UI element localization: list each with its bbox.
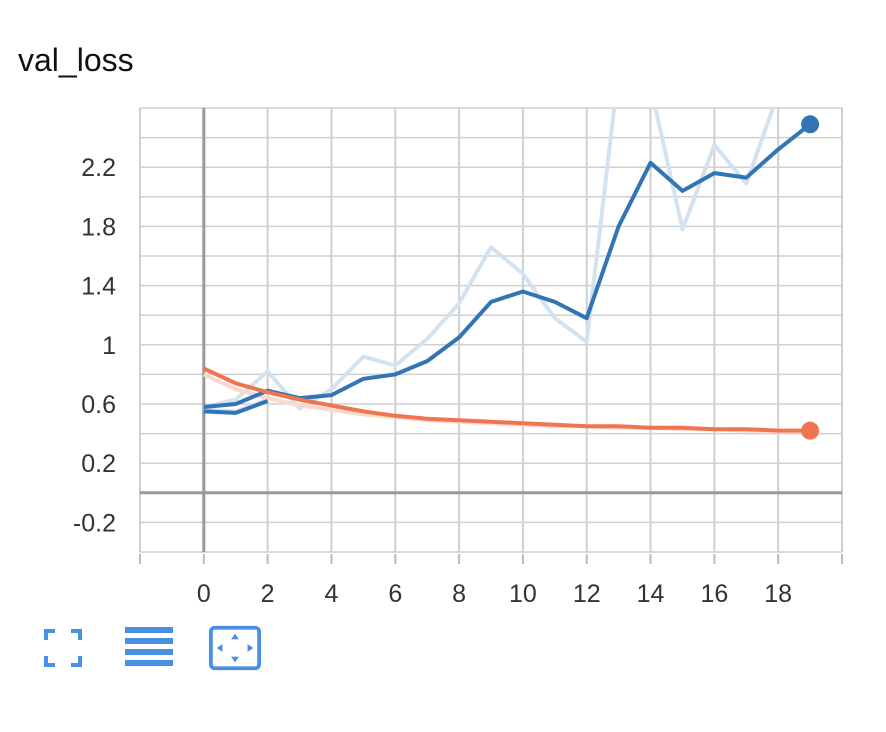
x-tick-label: 16 <box>700 580 728 608</box>
x-tick-label: 0 <box>197 580 211 608</box>
series-1-smoothed-line <box>203 399 269 415</box>
x-tick-label: 10 <box>509 580 537 608</box>
x-tick-label: 6 <box>388 580 402 608</box>
series-2-smoothed-line <box>202 366 811 433</box>
tick-labels: 0 2 4 6 8 10 12 14 16 18 -0.2 0.2 0.6 1 1.4 1.8 2.2 <box>73 154 792 608</box>
chart-title: val_loss <box>18 42 134 78</box>
axes <box>139 108 843 564</box>
expand-icon <box>44 629 82 667</box>
fit-domain-icon <box>208 625 262 671</box>
series-0-smoothed-line <box>203 122 812 409</box>
y-tick-label: 1.4 <box>81 273 116 301</box>
x-tick-label: 4 <box>325 580 339 608</box>
y-tick-label: -0.2 <box>73 509 116 537</box>
chart-toolbar <box>36 624 262 672</box>
series <box>202 108 820 440</box>
y-tick-label: 1 <box>102 332 116 360</box>
series-2-end-point[interactable] <box>801 421 820 440</box>
chart-svg: 0 2 4 6 8 10 12 14 16 18 -0.2 0.2 0.6 1 1.4 1.8 2.2 <box>73 107 843 608</box>
x-tick-label: 12 <box>573 580 601 608</box>
y-tick-label: 0.2 <box>81 450 116 478</box>
fit-domain-button[interactable] <box>208 624 262 672</box>
expand-button[interactable] <box>36 624 90 672</box>
toggle-log-list-button[interactable] <box>122 624 176 672</box>
series-0-end-point[interactable] <box>801 115 820 134</box>
series-0-raw-line <box>203 108 776 411</box>
x-tick-label: 8 <box>452 580 466 608</box>
y-tick-label: 1.8 <box>81 213 116 241</box>
list-icon <box>125 627 173 666</box>
x-tick-label: 14 <box>637 580 665 608</box>
y-tick-label: 0.6 <box>81 391 116 419</box>
y-tick-label: 2.2 <box>81 154 116 182</box>
plot-area <box>202 108 812 433</box>
x-tick-label: 18 <box>764 580 792 608</box>
x-tick-label: 2 <box>261 580 275 608</box>
